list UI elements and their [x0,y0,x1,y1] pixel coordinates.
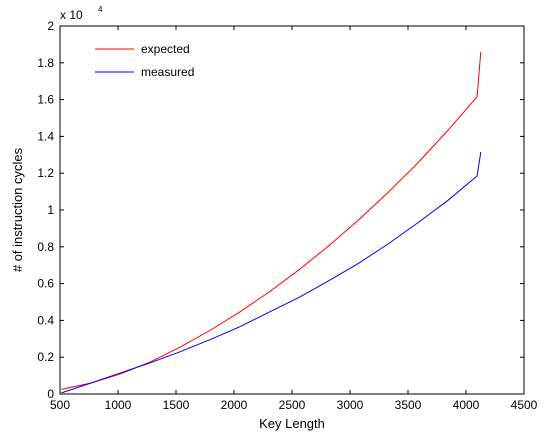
x-tick-label: 4500 [511,398,538,412]
x-axis-label: Key Length [259,416,325,431]
legend: expected measured [95,42,194,79]
y-tick-label: 0.6 [37,277,54,291]
y-multiplier: x 10 4 [60,5,103,22]
legend-label-measured: measured [141,65,194,79]
y-tick-label: 0.2 [37,350,54,364]
y-tick-label: 1.2 [37,166,54,180]
y-tick-label: 1.8 [37,56,54,70]
series-line-measured [61,151,482,394]
x-tick-label: 1000 [105,398,132,412]
y-tick-label: 1.6 [37,93,54,107]
x-tick-label: 2500 [279,398,306,412]
y-tick-label: 2 [47,19,54,33]
y-axis-label: # of instruction cycles [10,147,25,272]
y-tick-label: 0.4 [37,313,54,327]
x-tick-label: 500 [50,398,70,412]
y-multiplier-base: x 10 [60,8,83,22]
x-tick-label: 3000 [337,398,364,412]
x-tick-label: 4000 [453,398,480,412]
legend-label-expected: expected [141,42,190,56]
y-tick-label: 0.8 [37,240,54,254]
x-tick-label: 3500 [395,398,422,412]
y-tick-label: 1.4 [37,129,54,143]
y-multiplier-exponent: 4 [98,5,103,14]
x-axis: 500 1000 1500 2000 2500 3000 3500 4000 4500 [50,26,538,412]
y-tick-label: 0 [47,387,54,401]
x-tick-label: 1500 [163,398,190,412]
x-tick-label: 2000 [221,398,248,412]
y-axis: 0 0.2 0.4 0.6 0.8 1 1.2 1.4 1.6 1.8 2 [37,19,524,401]
plot-area [59,25,525,395]
series-layer [61,51,482,394]
y-tick-label: 1 [47,203,54,217]
